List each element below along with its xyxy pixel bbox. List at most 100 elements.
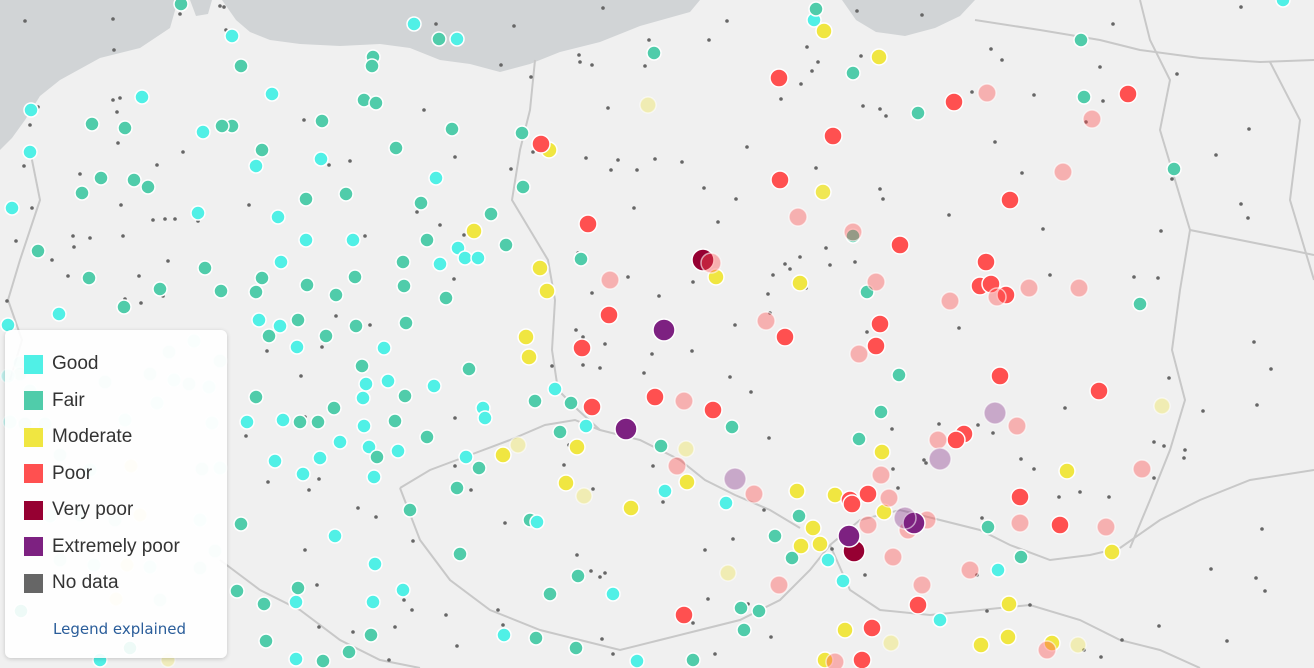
station-marker-no-data[interactable]	[387, 658, 391, 662]
station-marker-fair[interactable]	[809, 2, 823, 16]
station-marker-fair[interactable]	[364, 628, 378, 642]
station-marker-poor[interactable]	[909, 596, 927, 614]
legend-item-fair[interactable]: Fair	[24, 389, 85, 413]
station-marker-no-data[interactable]	[116, 141, 120, 145]
station-marker-good[interactable]	[458, 251, 472, 265]
station-marker-no-data[interactable]	[769, 635, 773, 639]
station-marker-no-data[interactable]	[690, 349, 694, 353]
station-marker-moderate[interactable]	[518, 329, 534, 345]
station-marker-no-data[interactable]	[609, 168, 613, 172]
station-marker-no-data[interactable]	[218, 4, 222, 8]
station-marker-fair[interactable]	[234, 517, 248, 531]
station-marker-moderate[interactable]	[569, 439, 585, 455]
station-marker-good[interactable]	[407, 17, 421, 31]
station-marker-no-data[interactable]	[562, 463, 566, 467]
station-marker-no-data[interactable]	[78, 172, 82, 176]
station-marker-no-data[interactable]	[896, 486, 900, 490]
station-marker-no-data[interactable]	[265, 349, 269, 353]
station-marker-poor[interactable]	[867, 337, 885, 355]
station-marker-no-data[interactable]	[853, 260, 857, 264]
station-marker-no-data[interactable]	[616, 158, 620, 162]
station-marker-fair[interactable]	[342, 645, 356, 659]
station-marker-no-data[interactable]	[166, 259, 170, 263]
station-marker-good[interactable]	[368, 557, 382, 571]
station-marker-no-data[interactable]	[1239, 5, 1243, 9]
station-marker-no-data[interactable]	[1269, 367, 1273, 371]
station-marker-poor[interactable]	[583, 398, 601, 416]
station-marker-no-data[interactable]	[771, 273, 775, 277]
station-marker-poor[interactable]	[843, 495, 861, 513]
station-marker-no-data[interactable]	[575, 553, 579, 557]
station-marker-good[interactable]	[268, 454, 282, 468]
station-marker-no-data[interactable]	[878, 187, 882, 191]
station-marker-fair[interactable]	[369, 96, 383, 110]
station-marker-fair[interactable]	[414, 196, 428, 210]
station-marker-no-data[interactable]	[501, 623, 505, 627]
station-marker-good[interactable]	[328, 529, 342, 543]
station-marker-no-data[interactable]	[1107, 495, 1111, 499]
station-marker-poor[interactable]	[601, 271, 619, 289]
station-marker-no-data[interactable]	[503, 521, 507, 525]
station-marker-fair[interactable]	[127, 173, 141, 187]
station-marker-fair[interactable]	[439, 291, 453, 305]
station-marker-no-data[interactable]	[317, 625, 321, 629]
station-marker-no-data[interactable]	[529, 75, 533, 79]
station-marker-no-data[interactable]	[351, 630, 355, 634]
station-marker-no-data[interactable]	[816, 60, 820, 64]
station-marker-no-data[interactable]	[767, 436, 771, 440]
station-marker-no-data[interactable]	[72, 245, 76, 249]
station-marker-no-data[interactable]	[1032, 93, 1036, 97]
station-marker-fair[interactable]	[528, 394, 542, 408]
station-marker-good[interactable]	[52, 307, 66, 321]
station-marker-good[interactable]	[135, 90, 149, 104]
station-marker-good[interactable]	[530, 515, 544, 529]
station-marker-poor[interactable]	[977, 253, 995, 271]
station-marker-fair[interactable]	[75, 186, 89, 200]
station-marker-poor[interactable]	[600, 306, 618, 324]
station-marker-no-data[interactable]	[650, 352, 654, 356]
station-marker-no-data[interactable]	[14, 239, 18, 243]
station-marker-good[interactable]	[459, 450, 473, 464]
station-marker-no-data[interactable]	[884, 114, 888, 118]
station-marker-no-data[interactable]	[1254, 576, 1258, 580]
station-marker-no-data[interactable]	[155, 163, 159, 167]
station-marker-fair[interactable]	[462, 362, 476, 376]
station-marker-good[interactable]	[265, 87, 279, 101]
station-marker-poor[interactable]	[929, 431, 947, 449]
station-marker-fair[interactable]	[291, 313, 305, 327]
station-marker-poor[interactable]	[826, 653, 844, 668]
station-marker-no-data[interactable]	[151, 218, 155, 222]
station-marker-no-data[interactable]	[642, 371, 646, 375]
station-marker-moderate[interactable]	[558, 475, 574, 491]
station-marker-no-data[interactable]	[1167, 376, 1171, 380]
station-marker-no-data[interactable]	[368, 323, 372, 327]
station-marker-no-data[interactable]	[598, 366, 602, 370]
station-marker-no-data[interactable]	[1101, 99, 1105, 103]
station-marker-fair[interactable]	[569, 641, 583, 655]
station-marker-moderate[interactable]	[532, 260, 548, 276]
station-marker-no-data[interactable]	[584, 156, 588, 160]
station-marker-poor[interactable]	[1090, 382, 1108, 400]
station-marker-no-data[interactable]	[970, 90, 974, 94]
station-marker-fair[interactable]	[319, 329, 333, 343]
station-marker-poor[interactable]	[745, 485, 763, 503]
station-marker-good[interactable]	[274, 255, 288, 269]
station-marker-good[interactable]	[427, 379, 441, 393]
station-marker-poor[interactable]	[646, 388, 664, 406]
station-marker-no-data[interactable]	[861, 104, 865, 108]
station-marker-no-data[interactable]	[626, 275, 630, 279]
station-marker-no-data[interactable]	[334, 314, 338, 318]
station-marker-moderate[interactable]	[805, 520, 821, 536]
station-marker-fair[interactable]	[734, 601, 748, 615]
station-marker-fair[interactable]	[737, 623, 751, 637]
station-marker-fair[interactable]	[249, 390, 263, 404]
station-marker-poor[interactable]	[1133, 460, 1151, 478]
station-marker-good[interactable]	[429, 171, 443, 185]
station-marker-no-data[interactable]	[1183, 448, 1187, 452]
station-marker-no-data[interactable]	[725, 19, 729, 23]
station-marker-no-data[interactable]	[88, 236, 92, 240]
station-marker-no-data[interactable]	[1000, 58, 1004, 62]
station-marker-good[interactable]	[314, 152, 328, 166]
station-marker-no-data[interactable]	[1225, 639, 1229, 643]
station-marker-fair[interactable]	[564, 396, 578, 410]
